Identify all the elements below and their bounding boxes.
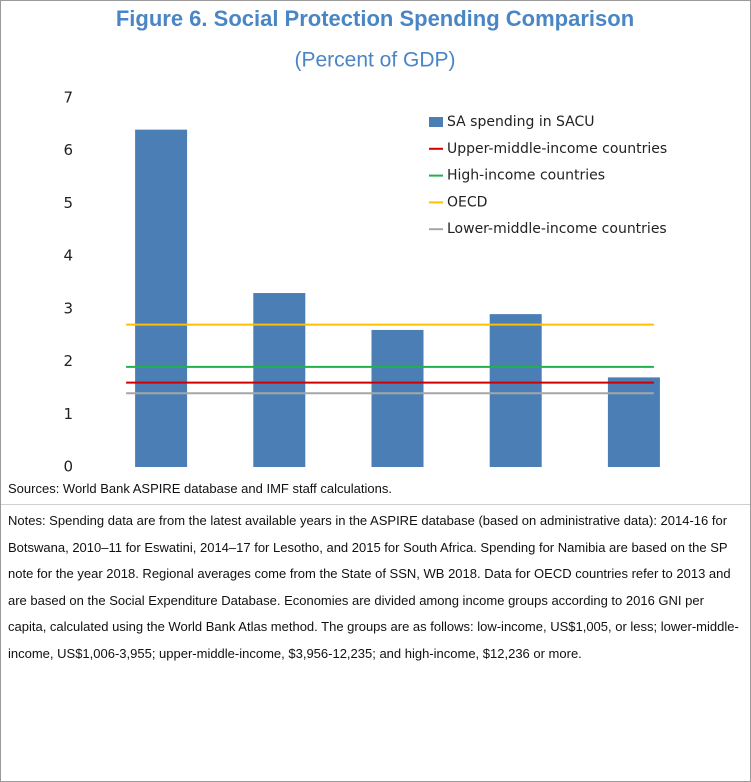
legend-label: Upper-middle-income countries [447,141,667,157]
bar [607,377,660,467]
legend-label: Lower-middle-income countries [447,221,667,237]
legend-swatch [429,117,443,127]
legend-label: OECD [447,194,487,210]
chart: Figure 6. Social Protection Spending Com… [63,6,667,500]
bar [253,293,306,467]
y-tick-label: 1 [63,405,73,423]
notes: Notes: Spending data are from the latest… [8,513,739,661]
chart-subtitle: (Percent of GDP) [294,49,455,72]
chart-title: Figure 6. Social Protection Spending Com… [116,6,634,31]
sources: Sources: World Bank ASPIRE database and … [8,481,392,496]
bar [489,314,542,467]
y-tick-label: 4 [63,247,73,265]
y-tick-label: 2 [63,352,73,370]
legend-label: SA spending in SACU [447,114,595,130]
y-tick-label: 7 [63,89,73,107]
separator [1,504,750,505]
y-tick-label: 6 [63,141,73,159]
bar [371,329,424,467]
y-tick-label: 3 [63,299,73,317]
y-tick-label: 5 [63,194,73,212]
bar [135,129,188,467]
y-tick-label: 0 [63,458,73,476]
legend-label: High-income countries [447,168,605,184]
